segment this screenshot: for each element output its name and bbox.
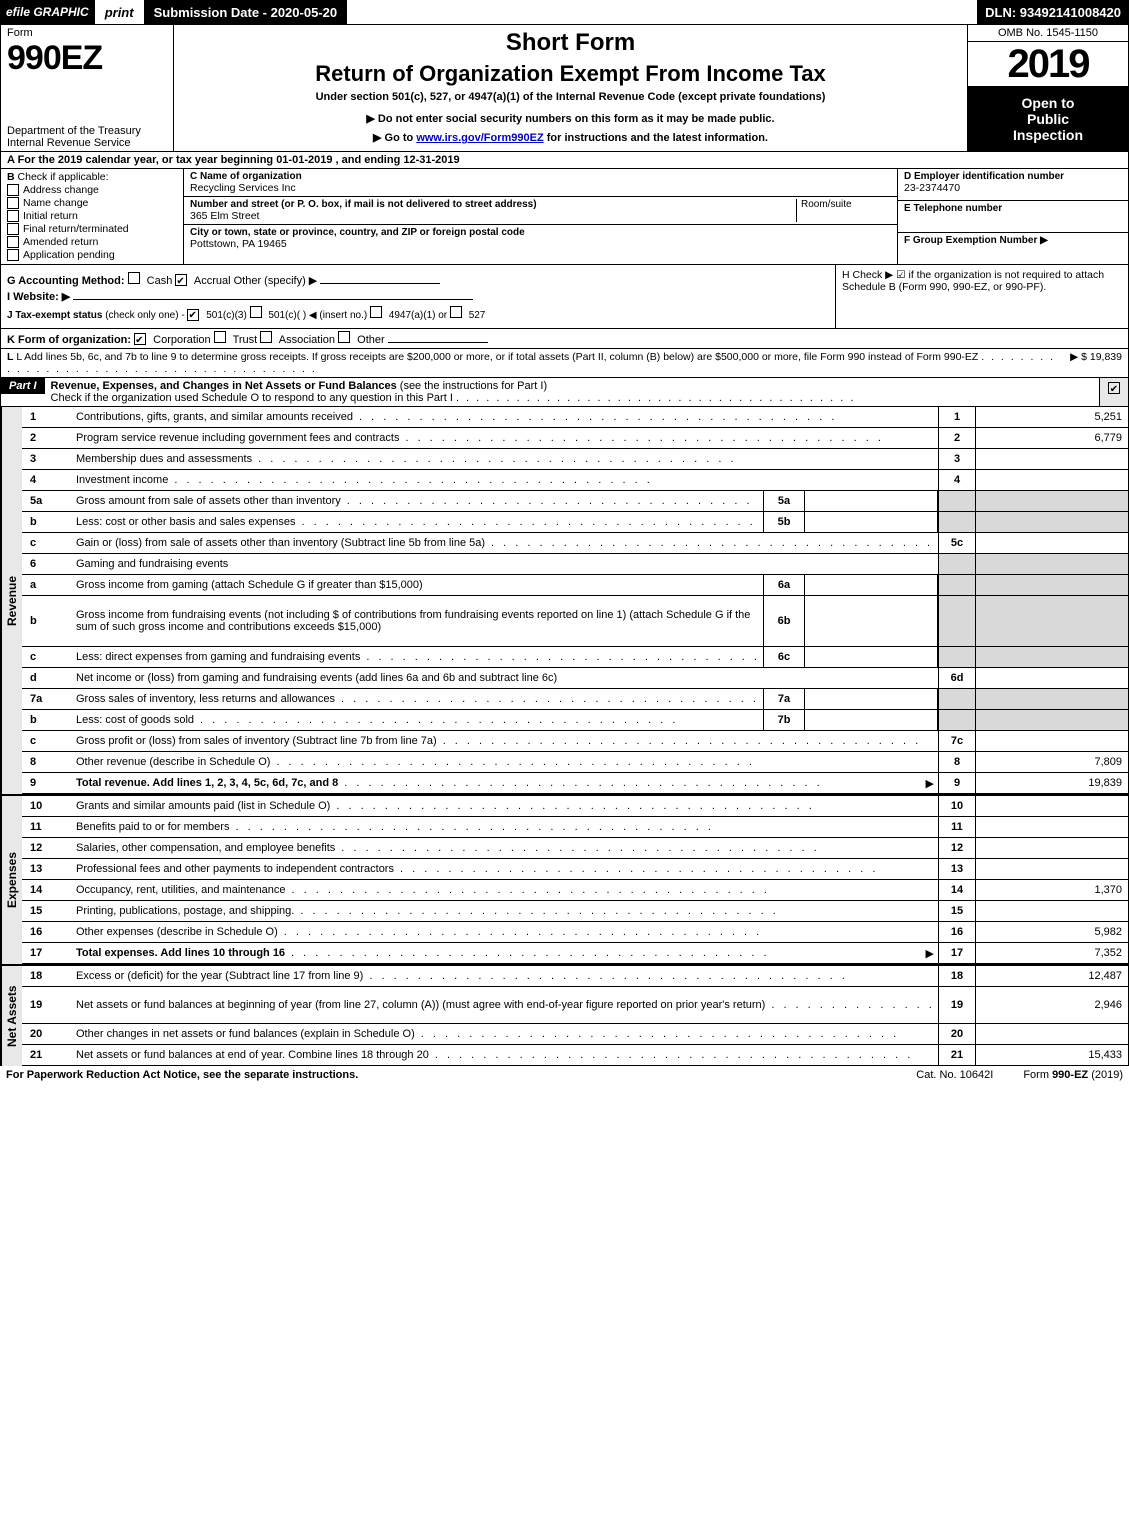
val-21: 15,433 — [975, 1045, 1128, 1065]
org-name: Recycling Services Inc — [190, 182, 891, 194]
val-18: 12,487 — [975, 966, 1128, 986]
val-16: 5,982 — [975, 922, 1128, 942]
chk-pending[interactable] — [7, 249, 19, 261]
val-4 — [975, 470, 1128, 490]
side-expenses: Expenses — [1, 796, 22, 964]
tax-year: 2019 — [968, 42, 1128, 87]
val-19: 2,946 — [975, 987, 1128, 1023]
gross-receipts: ▶ $ 19,839 — [1060, 351, 1122, 375]
side-revenue: Revenue — [1, 407, 22, 794]
paperwork-notice: For Paperwork Reduction Act Notice, see … — [6, 1069, 886, 1081]
dept-treasury: Department of the Treasury — [7, 125, 167, 137]
val-7c — [975, 731, 1128, 751]
val-9: 19,839 — [975, 773, 1128, 793]
form-number: 990EZ — [7, 39, 167, 78]
chk-corp[interactable] — [134, 333, 146, 345]
val-11 — [975, 817, 1128, 837]
footer: For Paperwork Reduction Act Notice, see … — [0, 1066, 1129, 1084]
title-main: Return of Organization Exempt From Incom… — [182, 61, 959, 87]
col-c: C Name of organization Recycling Service… — [184, 169, 897, 264]
row-k: K Form of organization: Corporation Trus… — [0, 329, 1129, 349]
chk-initial[interactable] — [7, 210, 19, 222]
chk-other[interactable] — [338, 331, 350, 343]
chk-assoc[interactable] — [260, 331, 272, 343]
dln: DLN: 93492141008420 — [977, 0, 1129, 24]
org-name-label: C Name of organization — [190, 171, 891, 182]
row-a: A For the 2019 calendar year, or tax yea… — [0, 152, 1129, 169]
form-header: Form 990EZ Department of the Treasury In… — [0, 25, 1129, 152]
row-l: L L Add lines 5b, 6c, and 7b to line 9 t… — [0, 349, 1129, 378]
val-1: 5,251 — [975, 407, 1128, 427]
chk-501c3[interactable] — [187, 309, 199, 321]
inspection-badge: Open to Public Inspection — [968, 87, 1128, 151]
street-label: Number and street (or P. O. box, if mail… — [190, 199, 796, 210]
val-12 — [975, 838, 1128, 858]
omb: OMB No. 1545-1150 — [968, 25, 1128, 42]
col-def: D Employer identification number 23-2374… — [897, 169, 1128, 264]
title-sub: Under section 501(c), 527, or 4947(a)(1)… — [182, 91, 959, 103]
print-button[interactable]: print — [95, 0, 144, 24]
section-bcd: B Check if applicable: Address change Na… — [0, 169, 1129, 265]
val-15 — [975, 901, 1128, 921]
chk-4947[interactable] — [370, 306, 382, 318]
val-3 — [975, 449, 1128, 469]
chk-cash[interactable] — [128, 272, 140, 284]
chk-address[interactable] — [7, 184, 19, 196]
j-label: J Tax-exempt status — [7, 310, 102, 321]
form-ref: Form 990-EZ (2019) — [1023, 1069, 1123, 1081]
val-17: 7,352 — [975, 943, 1128, 963]
chk-accrual[interactable] — [175, 274, 187, 286]
form-label: Form — [7, 27, 167, 39]
val-20 — [975, 1024, 1128, 1044]
val-5c — [975, 533, 1128, 553]
ein: 23-2374470 — [904, 182, 1122, 194]
topbar: efile GRAPHIC print Submission Date - 20… — [0, 0, 1129, 25]
ein-label: D Employer identification number — [904, 171, 1122, 182]
phone-label: E Telephone number — [904, 203, 1122, 214]
efile-button[interactable]: efile GRAPHIC — [0, 0, 95, 24]
val-14: 1,370 — [975, 880, 1128, 900]
side-netassets: Net Assets — [1, 966, 22, 1066]
val-10 — [975, 796, 1128, 816]
sched-o-check[interactable] — [1099, 378, 1128, 406]
h-text: H Check ▶ ☑ if the organization is not r… — [835, 265, 1128, 328]
g-label: G Accounting Method: — [7, 275, 125, 287]
col-b: B Check if applicable: Address change Na… — [1, 169, 184, 264]
city-label: City or town, state or province, country… — [190, 227, 891, 238]
city: Pottstown, PA 19465 — [190, 238, 891, 250]
submission-date: Submission Date - 2020-05-20 — [144, 0, 348, 24]
chk-amended[interactable] — [7, 236, 19, 248]
chk-final[interactable] — [7, 223, 19, 235]
title-short: Short Form — [182, 29, 959, 57]
irs-link[interactable]: www.irs.gov/Form990EZ — [416, 132, 543, 144]
part1-header: Part I Revenue, Expenses, and Changes in… — [0, 378, 1129, 407]
val-13 — [975, 859, 1128, 879]
chk-trust[interactable] — [214, 331, 226, 343]
part1-label: Part I — [1, 378, 45, 394]
note-link: ▶ Go to www.irs.gov/Form990EZ for instru… — [182, 131, 959, 144]
dept-irs: Internal Revenue Service — [7, 137, 167, 149]
section-ghi: G Accounting Method: Cash Accrual Other … — [0, 265, 1129, 329]
group-ex-label: F Group Exemption Number ▶ — [904, 235, 1122, 246]
val-8: 7,809 — [975, 752, 1128, 772]
cat-no: Cat. No. 10642I — [886, 1069, 1023, 1081]
room-label: Room/suite — [796, 199, 891, 222]
chk-name[interactable] — [7, 197, 19, 209]
note-ssn: ▶ Do not enter social security numbers o… — [182, 112, 959, 125]
revenue-table: Revenue 1Contributions, gifts, grants, a… — [0, 407, 1129, 1066]
i-label: I Website: ▶ — [7, 291, 70, 303]
val-2: 6,779 — [975, 428, 1128, 448]
street: 365 Elm Street — [190, 210, 796, 222]
chk-501c[interactable] — [250, 306, 262, 318]
val-6d — [975, 668, 1128, 688]
chk-527[interactable] — [450, 306, 462, 318]
